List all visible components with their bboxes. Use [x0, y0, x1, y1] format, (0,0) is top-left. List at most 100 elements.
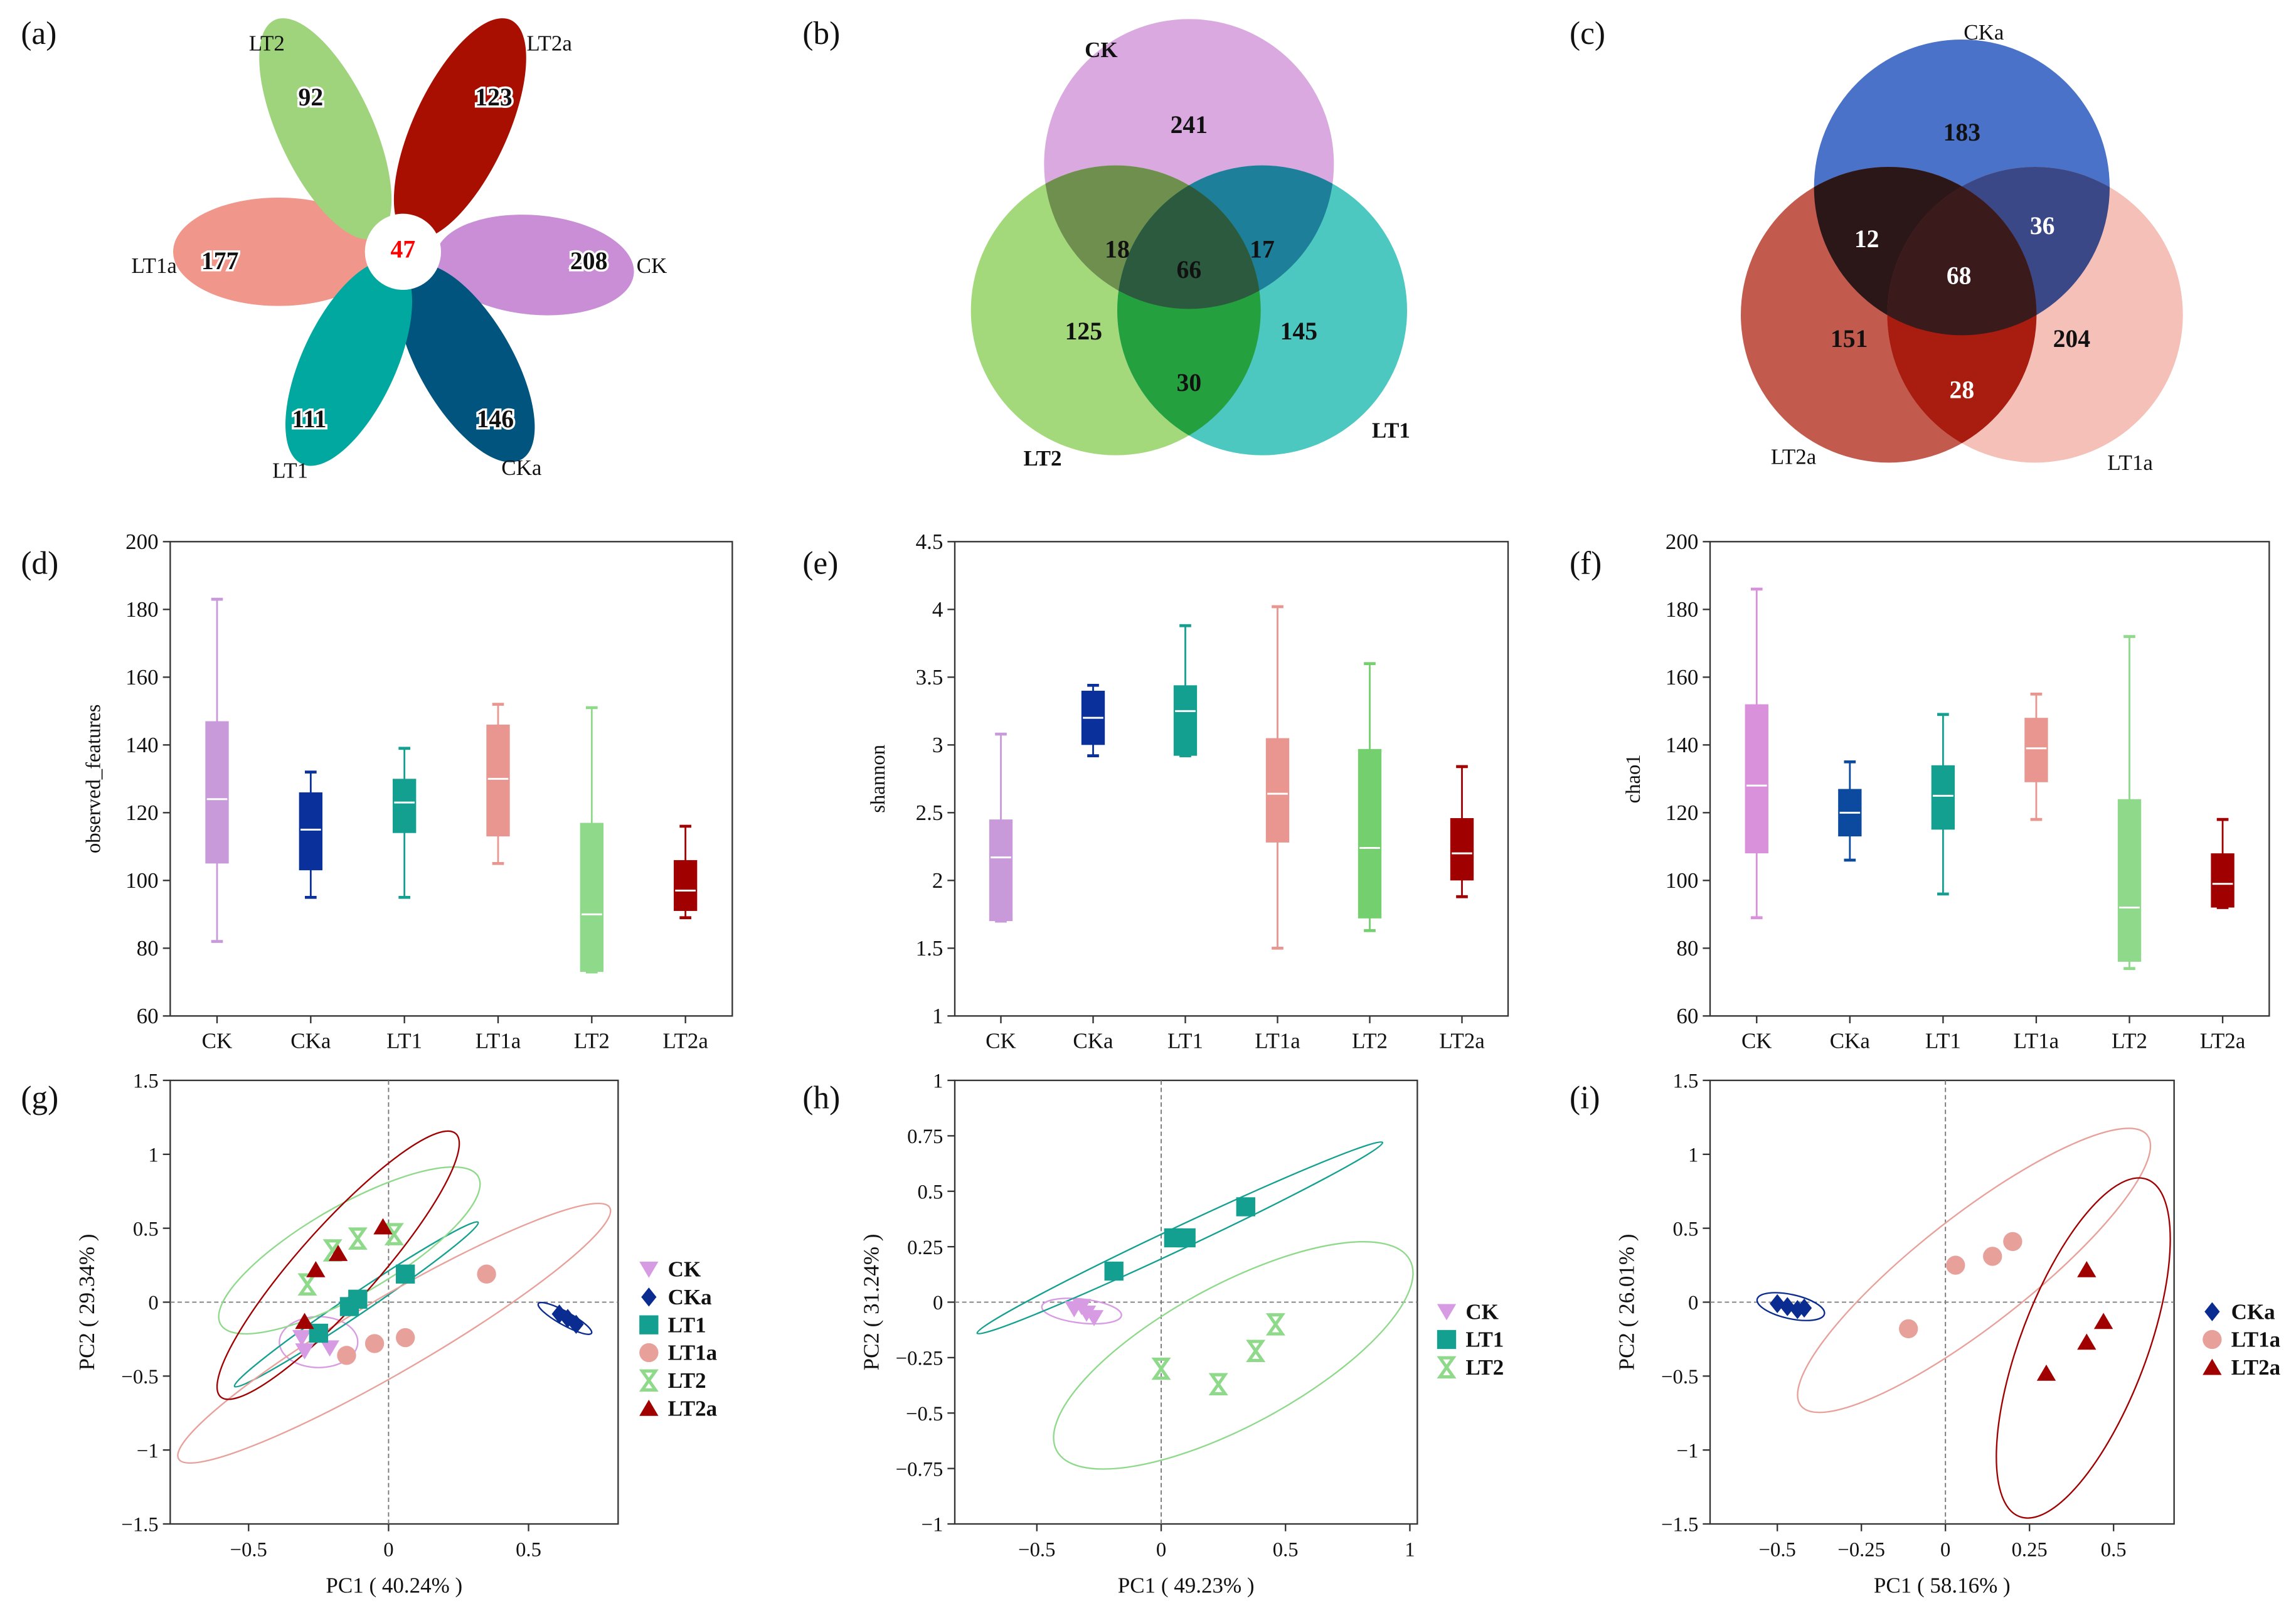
y-tick-label: 200: [1666, 530, 1699, 554]
square-marker: [396, 1264, 415, 1284]
petal-lt1: [285, 260, 412, 466]
set-label: CK: [1085, 38, 1118, 62]
legend-label: LT1a: [2231, 1328, 2280, 1352]
y-tick-label: −0.5: [1661, 1366, 1698, 1388]
y-tick-label: 1: [148, 1144, 158, 1166]
core-count: 47: [391, 235, 416, 263]
region-count: 28: [1950, 376, 1975, 403]
hourglass-marker: [384, 1223, 404, 1245]
triangle-up-marker: [2036, 1364, 2056, 1381]
y-tick-label: −0.5: [906, 1403, 943, 1425]
x-tick-label: LT1: [386, 1029, 422, 1053]
triangle-down-marker: [639, 1261, 659, 1278]
panel-label: (g): [21, 1080, 58, 1116]
x-tick-label: LT1a: [2014, 1029, 2059, 1053]
y-tick-label: 140: [125, 733, 159, 757]
y-tick-label: −1.5: [1661, 1514, 1698, 1536]
y-tick-label: −1: [137, 1440, 159, 1462]
plot-frame: [169, 541, 733, 1017]
circle-marker: [639, 1343, 659, 1363]
circle-marker: [1946, 1255, 1965, 1275]
x-tick-label: 0.5: [516, 1538, 541, 1561]
petal-lt2a: [393, 18, 526, 240]
y-tick-label: −0.25: [896, 1348, 943, 1370]
circle-marker: [337, 1346, 356, 1365]
hourglass-marker: [1151, 1357, 1171, 1380]
overlap-abc-fill: [1887, 167, 2037, 336]
x-tick-label: LT1: [1167, 1029, 1203, 1053]
x-tick-label: CKa: [1830, 1029, 1871, 1053]
box-ck: [205, 721, 229, 864]
set-label: CKa: [1964, 20, 2004, 45]
y-tick-label: 0: [933, 1292, 943, 1314]
y-tick-label: 1: [1688, 1144, 1698, 1166]
region-count: 183: [1943, 119, 1980, 146]
y-tick-label: −0.75: [896, 1458, 943, 1481]
region-count: 66: [1177, 256, 1202, 284]
square-marker: [1236, 1197, 1255, 1217]
petal-cka: [396, 264, 535, 462]
legend-label: CK: [668, 1257, 701, 1282]
circle-marker: [477, 1264, 496, 1284]
y-tick-label: 80: [137, 936, 159, 961]
x-tick-label: −0.5: [1759, 1538, 1796, 1561]
legend-label: LT2: [668, 1368, 706, 1393]
y-tick-label: 180: [1666, 597, 1699, 622]
petal-label: CK: [637, 253, 667, 278]
triangle-up-marker: [295, 1313, 314, 1329]
x-tick-label: 0: [383, 1538, 393, 1561]
diamond-marker: [1770, 1294, 1785, 1314]
circle-marker: [396, 1328, 415, 1348]
legend-label: LT1: [1465, 1328, 1504, 1352]
petal-count: 177: [201, 247, 238, 275]
petal-label: LT2: [249, 31, 285, 55]
confidence-ellipse-ck: [279, 1316, 359, 1368]
x-tick-label: LT2a: [662, 1029, 708, 1053]
confidence-ellipse-cka: [1756, 1292, 1826, 1321]
y-tick-label: 3: [932, 733, 943, 757]
x-axis-label: PC1 ( 40.24% ): [326, 1574, 462, 1598]
confidence-ellipse-lt1a: [177, 1202, 612, 1464]
y-tick-label: −1: [922, 1514, 943, 1536]
y-tick-label: 1: [933, 1070, 943, 1093]
triangle-down-marker: [1084, 1310, 1104, 1326]
x-tick-label: −0.25: [1837, 1538, 1885, 1561]
panel-label: (d): [21, 546, 58, 582]
x-tick-label: LT1a: [476, 1029, 521, 1053]
petal-label: LT2a: [526, 31, 572, 55]
box-lt1: [1931, 765, 1955, 830]
panel-label: (e): [802, 546, 838, 582]
circle-marker: [2203, 1329, 2222, 1350]
box-lt2a: [674, 860, 698, 911]
y-tick-label: 60: [137, 1004, 159, 1028]
confidence-ellipse-lt1: [976, 1141, 1384, 1335]
y-axis-label: chao1: [1622, 754, 1645, 803]
region-count: 12: [1854, 225, 1879, 253]
hourglass-marker: [1265, 1313, 1285, 1336]
flower-diagram: 177 LT1a 92 LT2 123 LT2a 208 CK 146 CKa 111 LT1 47: [131, 18, 667, 483]
box-lt2a: [1450, 817, 1474, 881]
region-count: 125: [1065, 317, 1102, 345]
pca-plot: −0.5 0 0.5 1 −1 −0.75 −0.5 −0.25 0 0.25 0.5 0.75 1 CK…: [859, 1070, 1504, 1598]
panel-label: (h): [802, 1080, 840, 1116]
box-lt2a: [2211, 853, 2235, 908]
y-tick-label: 2: [932, 868, 943, 893]
petal-count: 123: [475, 83, 512, 111]
boxplot: 60 80 100 120 140 160 180 200 CK CKa LT1 LT1a LT2 LT2…: [82, 530, 733, 1053]
hourglass-marker: [297, 1273, 317, 1296]
region-count: 18: [1105, 235, 1130, 263]
region-count: 151: [1831, 325, 1868, 353]
box-lt1a: [2024, 718, 2048, 782]
triangle-up-marker: [2077, 1261, 2097, 1277]
pca-plot: −0.5 −0.25 0 0.25 0.5 −1.5 −1 −0.5 0 0.5 1 1.5 CKa LT…: [1615, 1070, 2280, 1598]
box-cka: [299, 792, 322, 871]
y-axis-label: PC2 ( 26.01% ): [1615, 1234, 1639, 1371]
x-tick-label: LT2a: [2200, 1029, 2246, 1053]
triangle-down-marker: [295, 1343, 314, 1360]
triangle-up-marker: [2093, 1313, 2113, 1329]
legend-label: CK: [1465, 1299, 1499, 1324]
diamond-marker: [2204, 1302, 2220, 1321]
confidence-ellipse-lt2: [1053, 1241, 1414, 1470]
x-tick-label: 0.5: [2101, 1538, 2127, 1561]
